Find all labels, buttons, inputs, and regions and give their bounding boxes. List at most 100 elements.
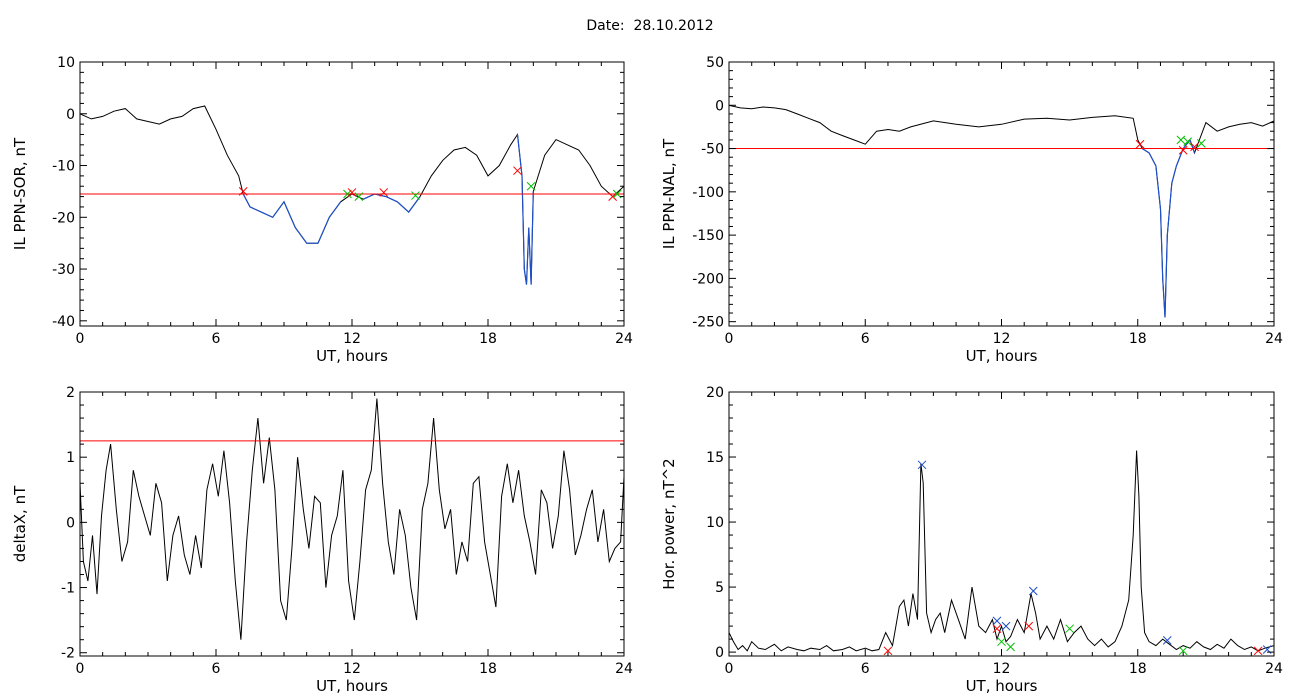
highlighted-segment [242, 193, 342, 244]
event-marker-stroke [883, 646, 893, 656]
event-marker-stroke [612, 189, 622, 199]
plot-panel-2: 0 6 12 18 24 50 0 -50 -100 -150 -200 -250 UT, hours I… [660, 55, 1283, 365]
y-tick-label: 5 [715, 580, 724, 596]
y-tick-label: -50 [701, 142, 724, 158]
event-marker [1178, 145, 1188, 155]
event-marker-stroke [1135, 139, 1145, 149]
event-marker-stroke [917, 460, 927, 470]
event-marker-stroke [379, 188, 389, 197]
event-marker-stroke [1006, 642, 1015, 652]
event-marker [1135, 139, 1145, 149]
event-marker-stroke [992, 624, 1002, 634]
event-marker [1028, 586, 1038, 596]
y-axis-label: IL PPN-NAL, nT [660, 138, 678, 249]
plot-panel-1: 0 6 12 18 24 10 0 -10 -20 -30 -40 UT, hours IL PPN-S… [11, 55, 633, 365]
event-marker-stroke [1178, 145, 1188, 155]
event-marker-stroke [513, 166, 522, 176]
y-tick-label: -1 [61, 581, 75, 597]
series-line [80, 105, 624, 285]
y-tick-label: -40 [52, 314, 75, 330]
event-marker [1190, 142, 1199, 152]
event-marker [1183, 137, 1193, 146]
x-tick-label: 0 [725, 661, 734, 677]
highlighted-segment [516, 134, 534, 285]
x-tick-label: 6 [861, 331, 870, 347]
event-marker [1253, 646, 1263, 656]
event-marker-stroke [526, 181, 536, 191]
event-marker [1176, 135, 1186, 145]
plot-data-group [80, 105, 624, 285]
plot-data-group [80, 398, 624, 640]
y-tick-label: 10 [706, 515, 724, 531]
x-tick-label: 6 [212, 661, 221, 677]
event-marker [1006, 642, 1015, 652]
event-marker [1001, 621, 1011, 631]
series-line [729, 104, 1274, 318]
y-tick-label: -20 [52, 210, 75, 226]
x-tick-label: 12 [343, 331, 361, 347]
x-tick-label: 12 [993, 331, 1011, 347]
event-marker [1024, 621, 1034, 631]
y-axis-label: Hor. power, nT^2 [660, 458, 678, 589]
event-marker-stroke [354, 192, 364, 201]
event-marker [343, 189, 352, 199]
event-marker-stroke [1028, 586, 1038, 596]
y-tick-label: 2 [66, 385, 75, 401]
event-marker-stroke [1065, 624, 1074, 634]
event-marker-stroke [1178, 646, 1188, 656]
event-marker-stroke [1196, 139, 1206, 148]
x-axis-label: UT, hours [966, 347, 1038, 365]
y-axis-label: IL PPN-SOR, nT [11, 137, 29, 250]
x-tick-label: 18 [1129, 331, 1147, 347]
x-tick-label: 24 [615, 661, 633, 677]
event-marker-stroke [1183, 137, 1193, 146]
event-marker [1196, 139, 1206, 148]
x-tick-label: 24 [1265, 331, 1283, 347]
event-marker-stroke [997, 637, 1006, 647]
x-tick-label: 0 [76, 661, 85, 677]
y-tick-label: -10 [52, 159, 75, 175]
event-marker [379, 188, 389, 197]
x-tick-label: 12 [343, 661, 361, 677]
y-tick-label: -150 [692, 228, 724, 244]
y-tick-label: -250 [692, 315, 724, 331]
x-tick-label: 0 [76, 331, 85, 347]
y-tick-label: 15 [706, 450, 724, 466]
event-marker [1162, 636, 1172, 645]
event-marker-stroke [1001, 621, 1011, 631]
x-tick-label: 18 [479, 331, 497, 347]
y-axis-label: deltaX, nT [11, 485, 29, 562]
y-tick-label: -2 [61, 646, 75, 662]
highlighted-segment [1141, 138, 1196, 318]
y-tick-label: -200 [692, 271, 724, 287]
event-marker [513, 166, 522, 176]
event-marker-stroke [1253, 646, 1263, 656]
event-marker-stroke [411, 191, 420, 200]
event-marker [354, 192, 364, 201]
x-tick-label: 6 [212, 331, 221, 347]
event-marker-stroke [1190, 142, 1199, 152]
event-marker-stroke [992, 616, 1002, 626]
event-marker-stroke [1024, 621, 1034, 631]
plot-data-group [729, 450, 1274, 656]
event-marker [347, 188, 357, 197]
event-marker [411, 191, 420, 200]
y-tick-label: 1 [66, 450, 75, 466]
series-line [729, 450, 1274, 652]
event-marker [883, 646, 893, 656]
plot-frame [79, 391, 625, 657]
y-tick-label: 0 [66, 107, 75, 123]
y-tick-label: 0 [66, 515, 75, 531]
x-axis-label: UT, hours [316, 677, 388, 695]
y-tick-label: 0 [715, 98, 724, 114]
y-tick-label: 50 [706, 55, 724, 71]
event-marker [238, 187, 248, 196]
y-tick-label: -30 [52, 262, 75, 278]
plot-panel-4: 0 6 12 18 24 20 15 10 5 0 UT, hours Hor. power, nT^… [660, 385, 1283, 695]
plot-data-group [729, 104, 1274, 318]
x-tick-label: 0 [725, 331, 734, 347]
x-axis-label: UT, hours [966, 677, 1038, 695]
x-tick-label: 18 [479, 661, 497, 677]
plot-panel-3: 0 6 12 18 24 2 1 0 -1 -2 UT, hours deltaX, nT [11, 385, 633, 695]
